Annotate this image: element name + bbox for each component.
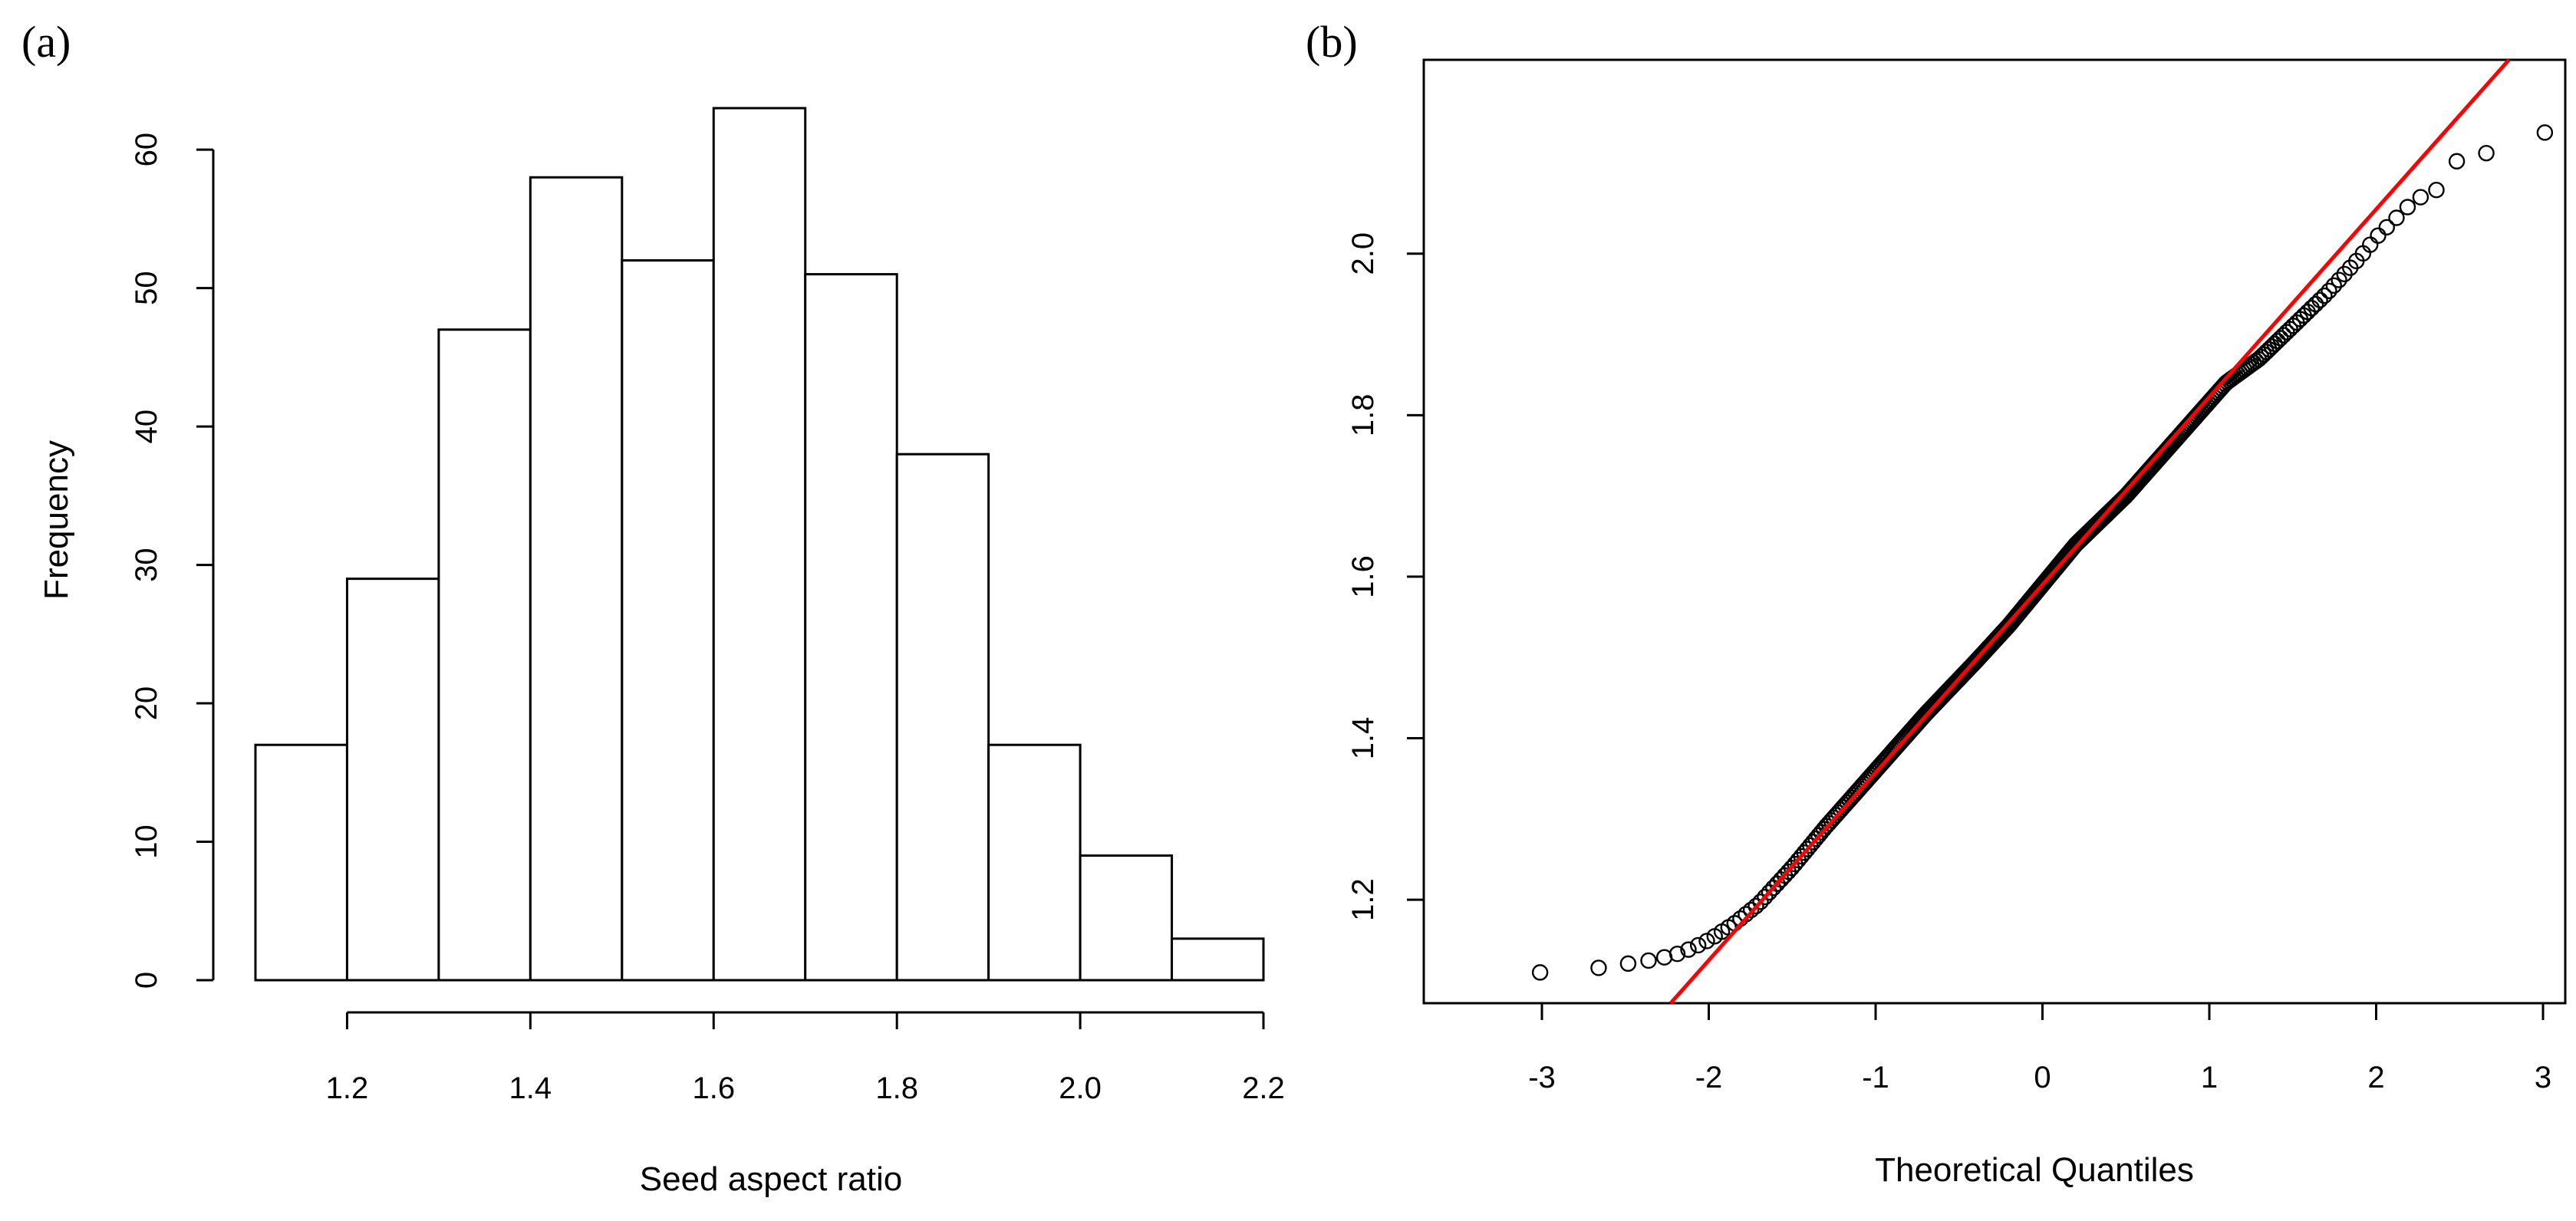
histogram-bar [1079, 854, 1174, 982]
qq-point [1752, 894, 1769, 910]
qq-point [1668, 946, 1686, 963]
qq-point [1619, 955, 1637, 973]
histogram-x-tick-label: 2.2 [1242, 1071, 1285, 1105]
qq-point [2261, 341, 2278, 358]
histogram-y-tick-label: 50 [130, 271, 163, 305]
histogram-y-tick-label: 40 [130, 410, 163, 444]
histogram-y-axis: 0 10 20 30 40 50 60 [130, 133, 215, 989]
qq-point [2370, 227, 2387, 244]
histogram-bar [712, 107, 807, 982]
histogram-y-tick-label: 20 [130, 686, 163, 721]
histogram-x-tick-label: 1.6 [692, 1071, 735, 1105]
histogram-y-tick-label: 10 [130, 824, 163, 859]
panel-a-label: (a) [21, 17, 71, 67]
qq-x-tick-label: 0 [2034, 1061, 2051, 1094]
histogram-bar [254, 743, 348, 982]
qq-point [2378, 219, 2396, 235]
histogram-y-tick-label: 0 [130, 972, 163, 989]
qq-point [1531, 964, 1549, 981]
histogram-bar [345, 578, 440, 982]
histogram-bar [987, 743, 1082, 982]
qq-point [1738, 906, 1754, 923]
panel-b-label: (b) [1306, 17, 1358, 67]
histogram-x-axis-title: Seed aspect ratio [640, 1160, 902, 1198]
qq-y-tick-label: 1.4 [1346, 717, 1380, 760]
qq-point [2388, 209, 2405, 226]
qq-point [1698, 933, 1715, 949]
qq-point [1590, 959, 1607, 976]
qq-y-tick-label: 1.6 [1346, 555, 1380, 598]
histogram-panel: 1.2 1.4 1.6 1.8 2.0 2.2 0 10 20 30 40 50 60 Seed as… [38, 107, 1285, 1198]
qq-point [2448, 153, 2466, 169]
qq-point [2428, 182, 2445, 199]
histogram-y-tick-label: 60 [130, 133, 163, 167]
histogram-bar [529, 176, 624, 982]
qq-point [1742, 901, 1760, 919]
histogram-y-axis-title: Frequency [38, 440, 75, 600]
qq-reference-line-group [1668, 58, 2511, 1005]
histogram-bar [621, 259, 715, 982]
qq-point [2263, 338, 2281, 355]
qq-y-tick-label: 2.0 [1346, 232, 1380, 275]
qq-reference-line [1668, 58, 2511, 1005]
histogram-bar [1171, 937, 1265, 982]
qq-x-tick-label: -2 [1695, 1061, 1723, 1094]
qq-point [2325, 277, 2343, 295]
qq-point [2269, 332, 2286, 350]
qq-x-tick-label: -1 [1862, 1061, 1889, 1094]
qq-plot-frame [1422, 58, 2567, 1005]
qq-x-tick-label: 1 [2201, 1061, 2218, 1094]
histogram-bar [437, 328, 532, 982]
qq-x-tick-label: -3 [1528, 1061, 1556, 1094]
qq-point [2272, 330, 2289, 347]
qq-points [1531, 124, 2554, 981]
qq-point [2412, 189, 2429, 206]
qq-point [1680, 941, 1697, 958]
qq-point [2331, 272, 2347, 288]
qq-point [2307, 295, 2324, 313]
histogram-x-tick-label: 2.0 [1059, 1071, 1102, 1105]
qq-point [1757, 888, 1774, 906]
qq-point [2536, 124, 2554, 141]
histogram-y-tick-label: 30 [130, 548, 163, 582]
histogram-x-tick-label: 1.8 [875, 1071, 918, 1105]
qq-point [2266, 335, 2283, 353]
qq-point [2478, 144, 2495, 162]
histogram-x-tick-label: 1.4 [509, 1071, 552, 1105]
qq-point [2399, 199, 2416, 216]
qq-point [2321, 282, 2337, 299]
histogram-bars [254, 107, 1265, 982]
qq-x-tick-label: 2 [2367, 1061, 2384, 1094]
qq-point [2316, 287, 2333, 304]
histogram-bar [804, 273, 898, 982]
qq-y-tick-label: 1.8 [1346, 394, 1380, 437]
qq-x-tick-label: 3 [2535, 1061, 2551, 1094]
qq-plot-panel: -3 -2 -1 0 1 2 3 1.2 1.4 1.6 1.8 2.0 Theoretical Q… [1346, 58, 2567, 1189]
qq-y-axis: 1.2 1.4 1.6 1.8 2.0 [1346, 232, 1424, 921]
histogram-x-axis: 1.2 1.4 1.6 1.8 2.0 2.2 [326, 1011, 1285, 1105]
qq-point [1640, 952, 1657, 969]
qq-x-axis-title: Theoretical Quantiles [1875, 1151, 2194, 1189]
histogram-bar [895, 453, 990, 982]
qq-x-axis: -3 -2 -1 0 1 2 3 [1528, 1003, 2551, 1094]
qq-point [1748, 897, 1764, 915]
histogram-x-tick-label: 1.2 [326, 1071, 369, 1105]
qq-point [1689, 936, 1707, 954]
qq-y-tick-label: 1.2 [1346, 878, 1380, 921]
qq-point [2311, 291, 2328, 308]
